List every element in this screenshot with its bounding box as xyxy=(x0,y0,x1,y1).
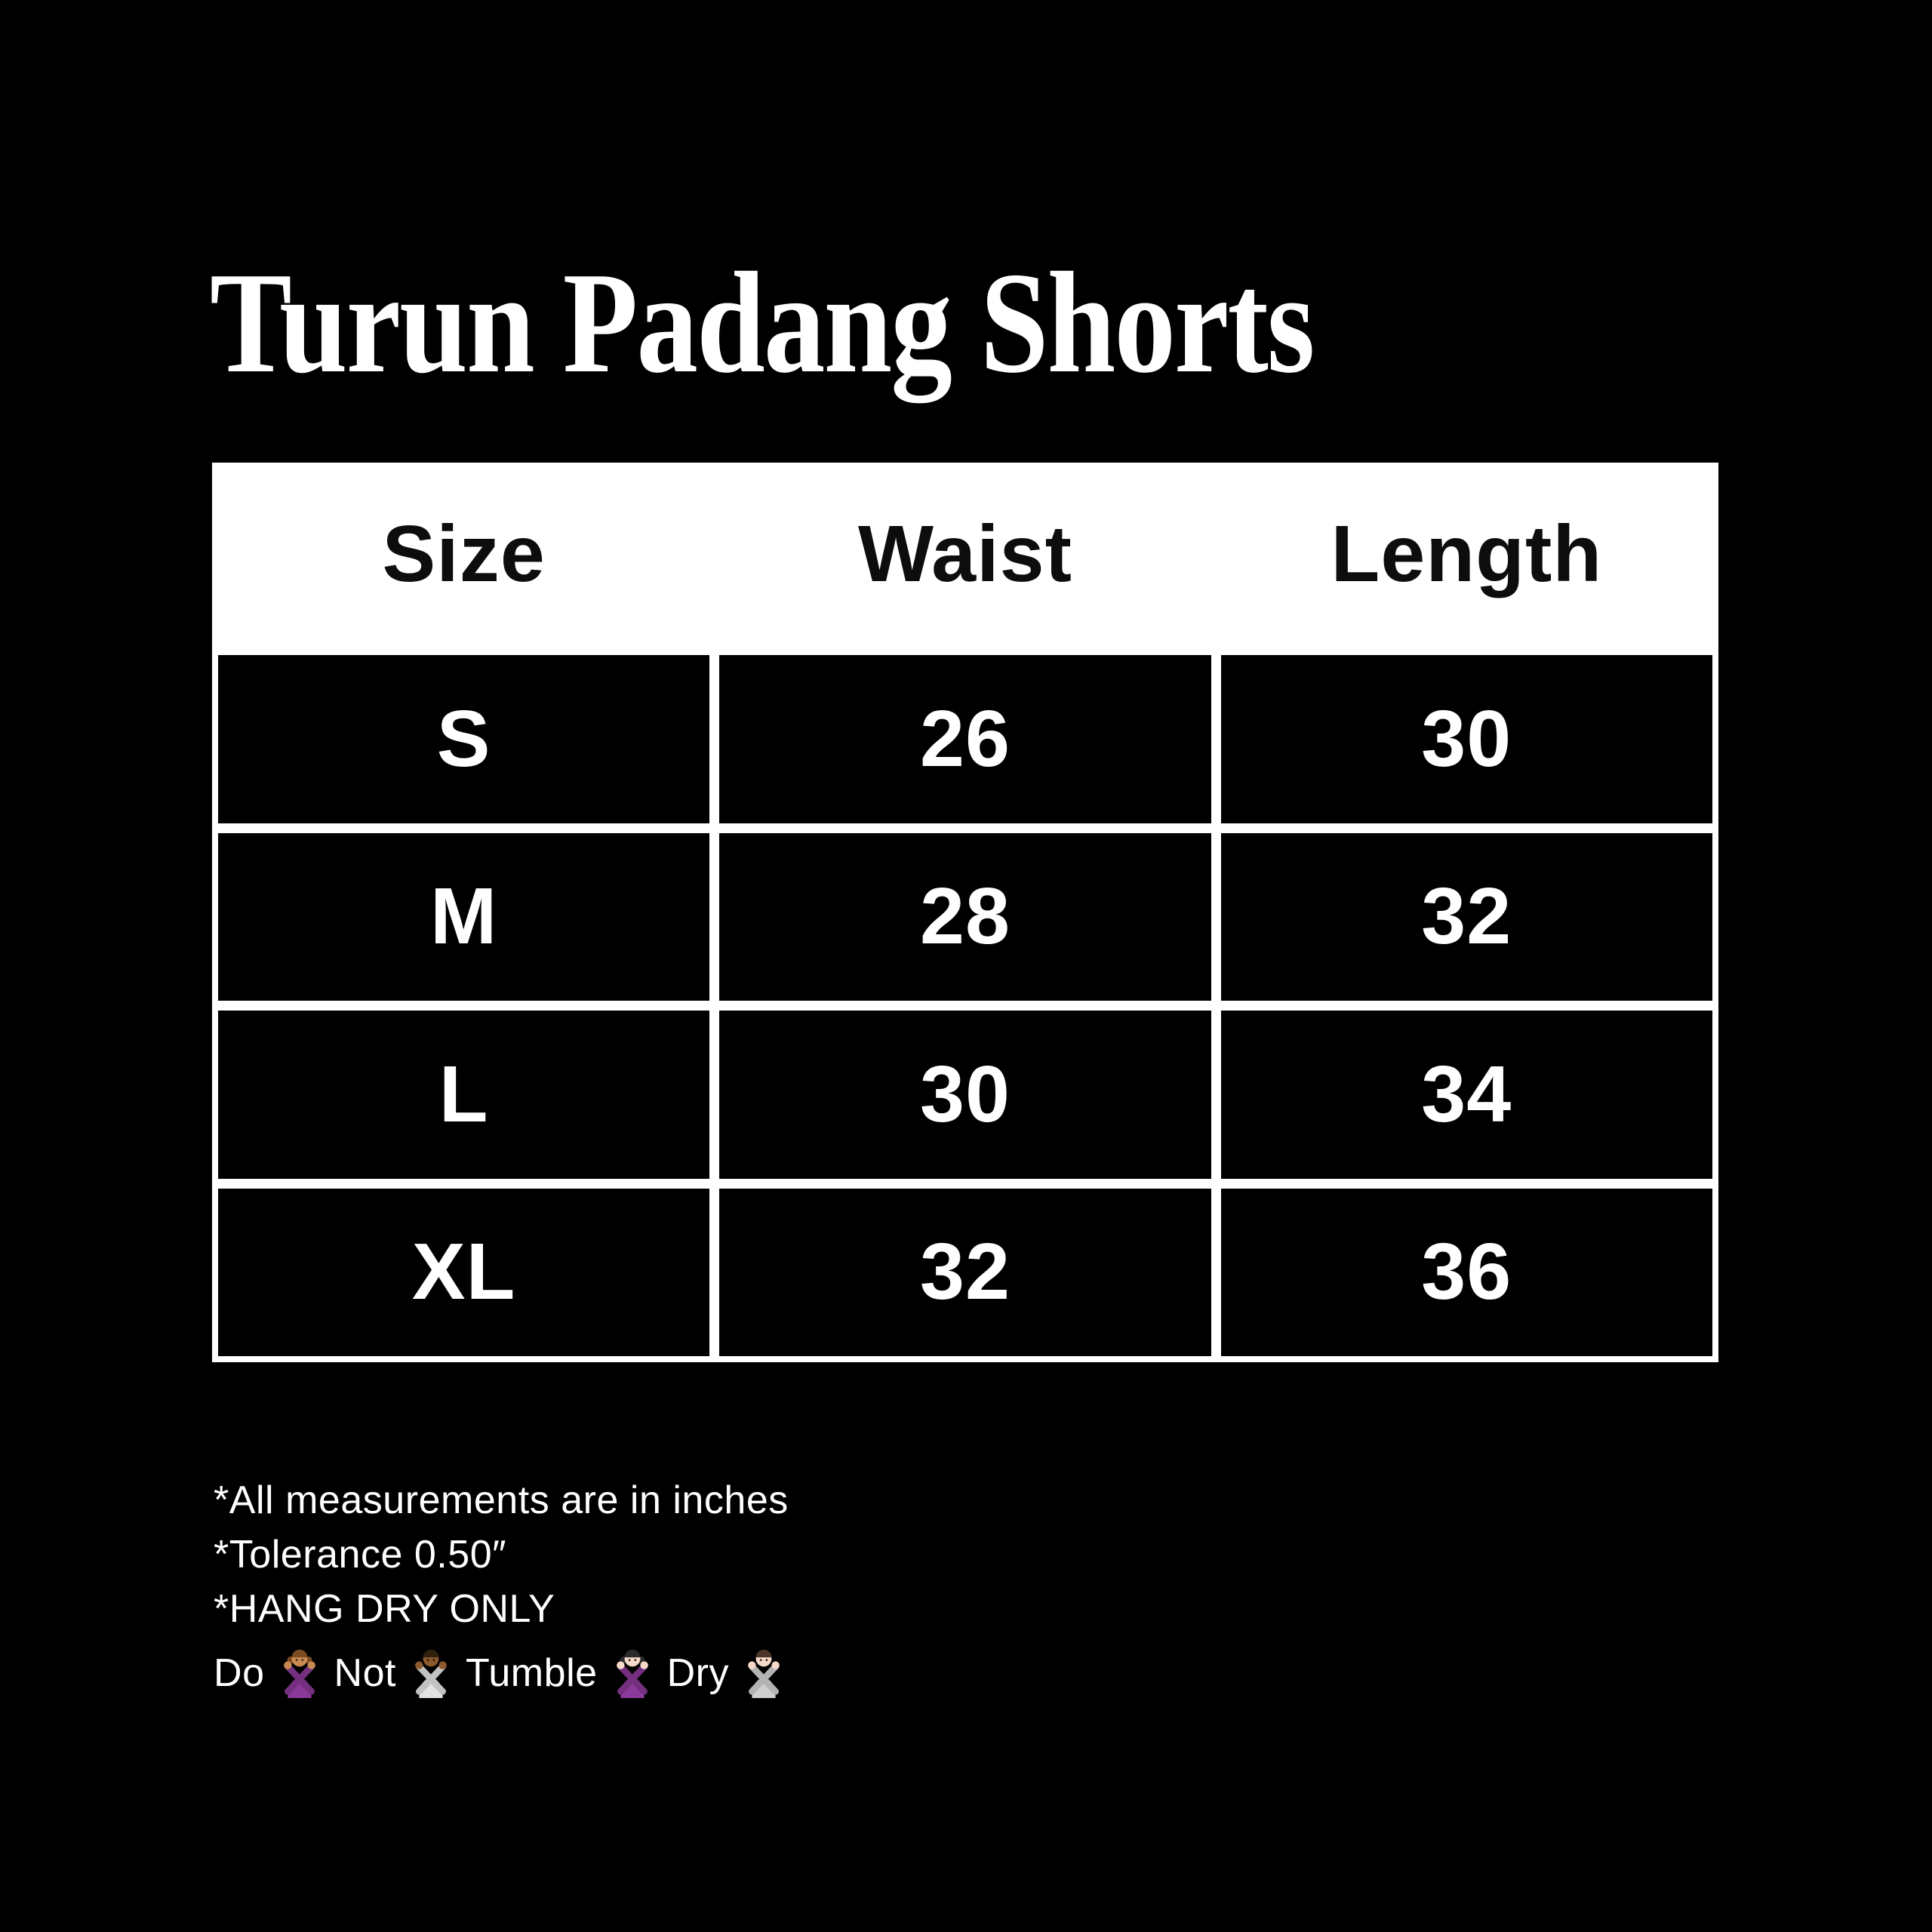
product-title: Turun Padang Shorts xyxy=(210,242,1315,403)
table-cell-waist-s: 26 xyxy=(719,655,1211,823)
table-cell-waist-l: 30 xyxy=(719,1011,1211,1179)
column-header-length: Length xyxy=(1220,463,1712,645)
table-cell-size-m: M xyxy=(218,832,710,1001)
footnote-tolerance: *Tolerance 0.50″ xyxy=(214,1533,507,1577)
column-header-size: Size xyxy=(218,463,710,645)
care-word-do: Do xyxy=(214,1651,265,1695)
care-word-dry: Dry xyxy=(666,1651,730,1695)
footnote-measurements: *All measurements are in inches xyxy=(214,1478,789,1522)
table-cell-size-l: L xyxy=(218,1011,710,1179)
footnotes: *All measurements are in inches *Toleran… xyxy=(214,1473,789,1698)
footnote-hang-dry: *HANG DRY ONLY xyxy=(214,1587,555,1631)
woman-gesturing-no-medium-skin-icon xyxy=(283,1649,315,1698)
care-instruction-line: Do Not xyxy=(214,1648,789,1698)
table-cell-waist-xl: 32 xyxy=(719,1188,1211,1356)
person-gesturing-no-light-skin-icon xyxy=(748,1649,780,1698)
woman-gesturing-no-light-skin-icon xyxy=(616,1649,648,1698)
table-cell-length-m: 32 xyxy=(1220,832,1712,1001)
table-cell-length-s: 30 xyxy=(1220,655,1712,823)
table-cell-size-xl: XL xyxy=(218,1188,710,1356)
size-table: Size Waist Length S 26 30 M 28 32 L 30 3… xyxy=(212,463,1718,1362)
person-gesturing-no-medium-dark-skin-icon xyxy=(415,1649,447,1698)
table-cell-length-xl: 36 xyxy=(1220,1188,1712,1356)
care-word-tumble: Tumble xyxy=(466,1651,598,1695)
column-header-waist: Waist xyxy=(719,463,1211,645)
table-cell-size-s: S xyxy=(218,655,710,823)
care-word-not: Not xyxy=(334,1651,396,1695)
table-cell-length-l: 34 xyxy=(1220,1011,1712,1179)
table-cell-waist-m: 28 xyxy=(719,832,1211,1001)
